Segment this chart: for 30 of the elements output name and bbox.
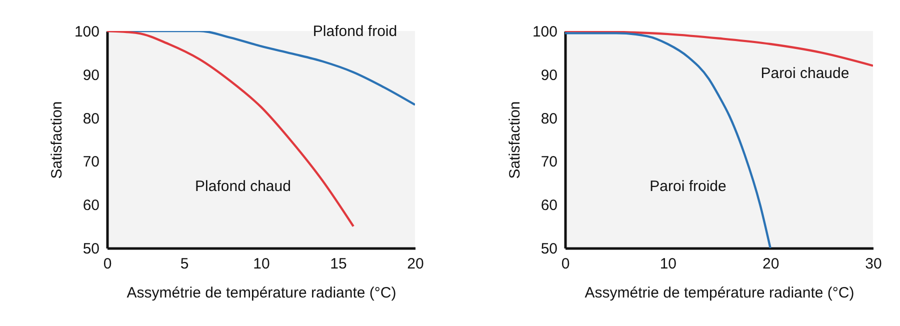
y-tick-label: 60 [82,197,100,214]
y-tick-label: 70 [82,154,100,171]
x-tick-label: 15 [330,256,347,272]
y-axis-title: Satisfaction [48,101,66,179]
x-tick-label: 5 [180,256,189,272]
y-tick-label: 50 [540,240,558,258]
x-axis-title: Assymétrie de température radiante (°C) [126,284,396,302]
line-series [565,31,873,67]
series-label: Plafond froid [312,23,398,40]
x-tick-label: 20 [762,256,780,272]
y-tick-label: 80 [82,110,100,128]
x-tick-label: 10 [660,256,677,272]
x-tick-label: 0 [103,256,112,272]
y-tick-label: 90 [540,66,558,84]
series-label: Plafond chaud [195,178,291,195]
y-tick-label: 90 [82,66,100,84]
y-tick-label: 100 [74,24,100,40]
series-label: Paroi chaude [760,65,850,82]
x-tick-label: 10 [253,256,270,272]
x-axis-title: Assymétrie de température radiante (°C) [584,284,854,302]
y-tick-label: 60 [540,197,558,214]
x-tick-label: 0 [561,256,570,272]
y-tick-label: 70 [540,154,558,171]
y-axis-title: Satisfaction [506,101,524,179]
x-tick-label: 30 [865,256,882,272]
series-label: Paroi froide [650,178,726,195]
y-tick-label: 100 [532,24,558,40]
y-tick-label: 80 [540,110,558,128]
y-tick-label: 50 [82,240,100,258]
x-tick-label: 20 [407,256,424,272]
